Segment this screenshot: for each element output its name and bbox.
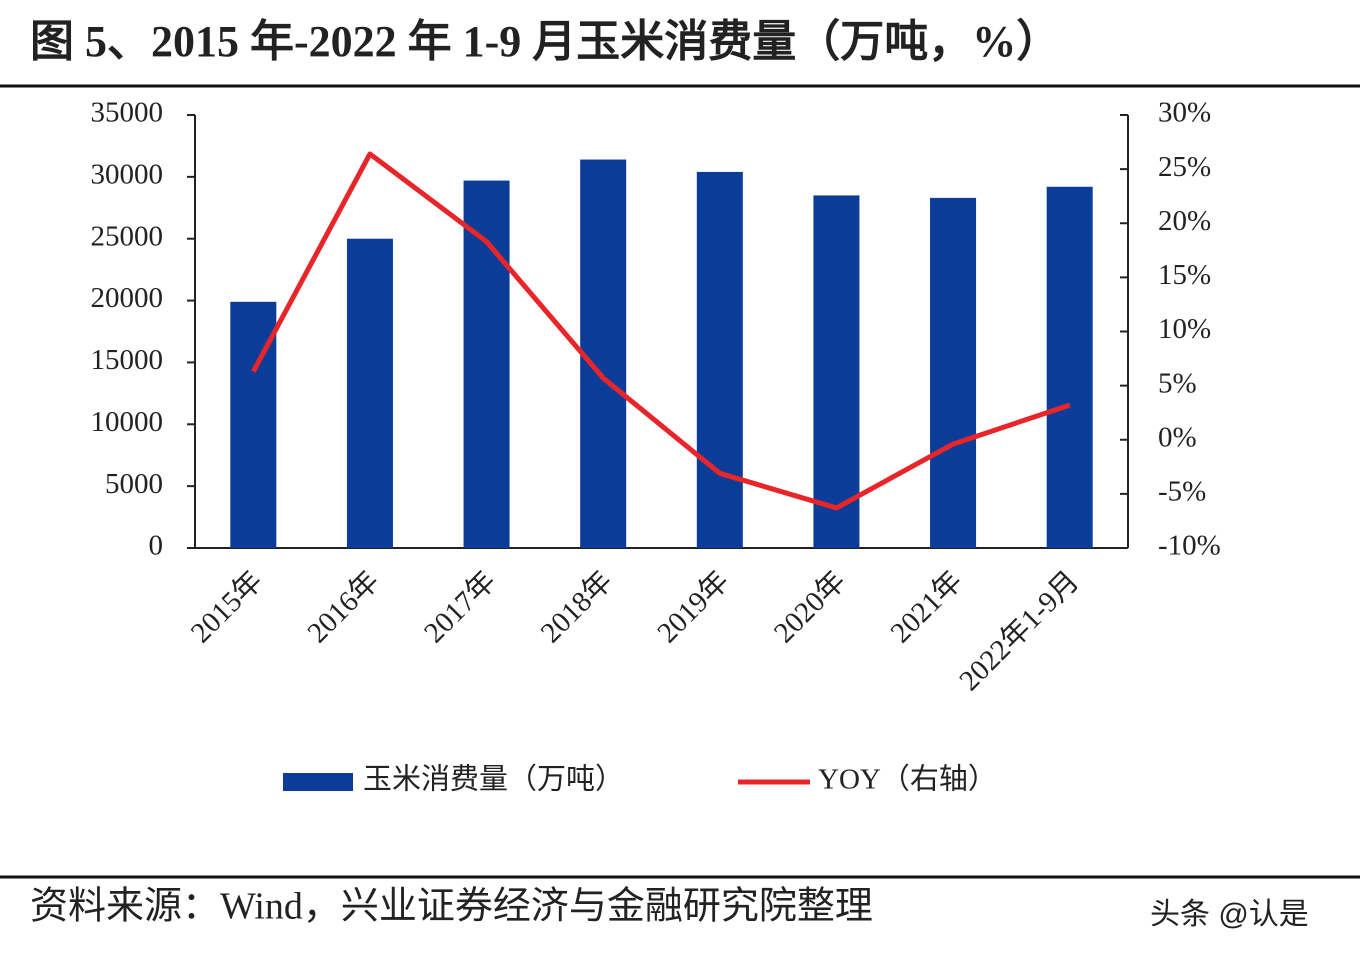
y2-tick-label: 10% <box>1158 313 1211 345</box>
y2-tick-label: 20% <box>1158 205 1211 237</box>
x-tick-label: 2019年 <box>651 564 736 649</box>
legend-label: YOY（右轴） <box>818 763 997 796</box>
line <box>251 151 1071 511</box>
x-tick-label: 2015年 <box>184 564 269 649</box>
bar <box>346 238 393 548</box>
y2-tick-label: 15% <box>1158 259 1211 291</box>
x-tick-label: 2017年 <box>417 564 502 649</box>
x-tick-label: 2020年 <box>767 564 852 649</box>
y2-tick-label: -5% <box>1158 476 1206 508</box>
x-tick-label: 2016年 <box>301 564 386 649</box>
y2-tick-label: 30% <box>1158 97 1211 129</box>
x-tick-label: 2018年 <box>534 564 619 649</box>
bar <box>463 180 510 548</box>
y2-tick-label: 25% <box>1158 151 1211 183</box>
y-tick-label: 30000 <box>91 159 164 191</box>
y2-tick-label: -10% <box>1158 530 1221 562</box>
x-tick-label: 2021年 <box>884 564 969 649</box>
y2-tick-label: 5% <box>1158 367 1197 399</box>
y-tick-label: 5000 <box>105 468 163 500</box>
y-tick-label: 0 <box>149 530 164 562</box>
y-tick-label: 10000 <box>91 406 164 438</box>
y-tick-label: 25000 <box>91 220 164 252</box>
bar <box>580 159 627 548</box>
bar <box>930 197 977 549</box>
y-tick-label: 35000 <box>91 97 164 129</box>
legend-label: 玉米消费量（万吨） <box>363 763 624 796</box>
source: 资料来源：Wind，兴业证券经济与金融研究院整理 <box>30 886 873 928</box>
legend-swatch <box>283 773 353 791</box>
watermark: 头条 @认是 <box>1150 898 1309 931</box>
chart-title: 图 5、2015 年-2022 年 1-9 月玉米消费量（万吨，%） <box>30 17 1060 66</box>
y2-tick-label: 0% <box>1158 421 1197 453</box>
y-tick-label: 15000 <box>91 344 164 376</box>
bar <box>1046 186 1093 549</box>
y-tick-label: 20000 <box>91 282 164 314</box>
bar <box>696 171 743 548</box>
bar <box>813 195 860 548</box>
x-tick-label: 2022年1-9月 <box>953 564 1086 697</box>
